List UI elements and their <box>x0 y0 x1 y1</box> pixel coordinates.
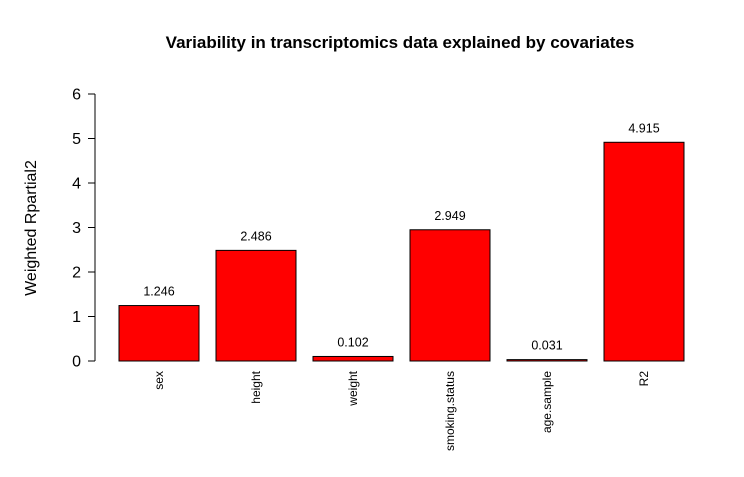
x-tick-label: height <box>249 370 263 403</box>
bar-R2 <box>603 141 685 362</box>
y-axis: 0 1 2 3 4 5 6 <box>72 87 96 371</box>
y-tick-label: 5 <box>72 131 81 148</box>
y-tick-label: 0 <box>72 354 81 371</box>
bar-age-sample <box>506 359 588 362</box>
bar-sex <box>118 305 200 362</box>
y-tick-label: 6 <box>72 87 81 104</box>
data-label: 0.031 <box>531 339 562 353</box>
x-tick-label: weight <box>346 370 360 406</box>
x-tick-label: age.sample <box>540 371 554 433</box>
chart-title: Variability in transcriptomics data expl… <box>166 33 635 52</box>
bar-smoking-status <box>409 229 491 362</box>
data-label: 1.246 <box>143 285 174 299</box>
data-label: 2.949 <box>434 209 465 223</box>
data-label: 4.915 <box>628 121 659 135</box>
data-label: 2.486 <box>240 229 271 243</box>
y-tick-label: 2 <box>72 265 81 282</box>
data-label: 0.102 <box>337 335 368 349</box>
x-tick-label: sex <box>152 371 166 390</box>
bar-height <box>215 249 297 362</box>
bar-weight <box>312 355 394 362</box>
y-tick-label: 3 <box>72 220 81 237</box>
y-axis-label: Weighted Rpartial2 <box>23 160 40 296</box>
bars: 1.246 2.486 0.102 2.949 0.031 4.915 <box>118 121 685 362</box>
x-tick-labels: sex height weight smoking.status age.sample R… <box>152 370 651 451</box>
y-tick-label: 1 <box>72 309 81 326</box>
x-tick-label: smoking.status <box>443 371 457 451</box>
y-tick-label: 4 <box>72 176 81 193</box>
x-tick-label: R2 <box>637 371 651 387</box>
